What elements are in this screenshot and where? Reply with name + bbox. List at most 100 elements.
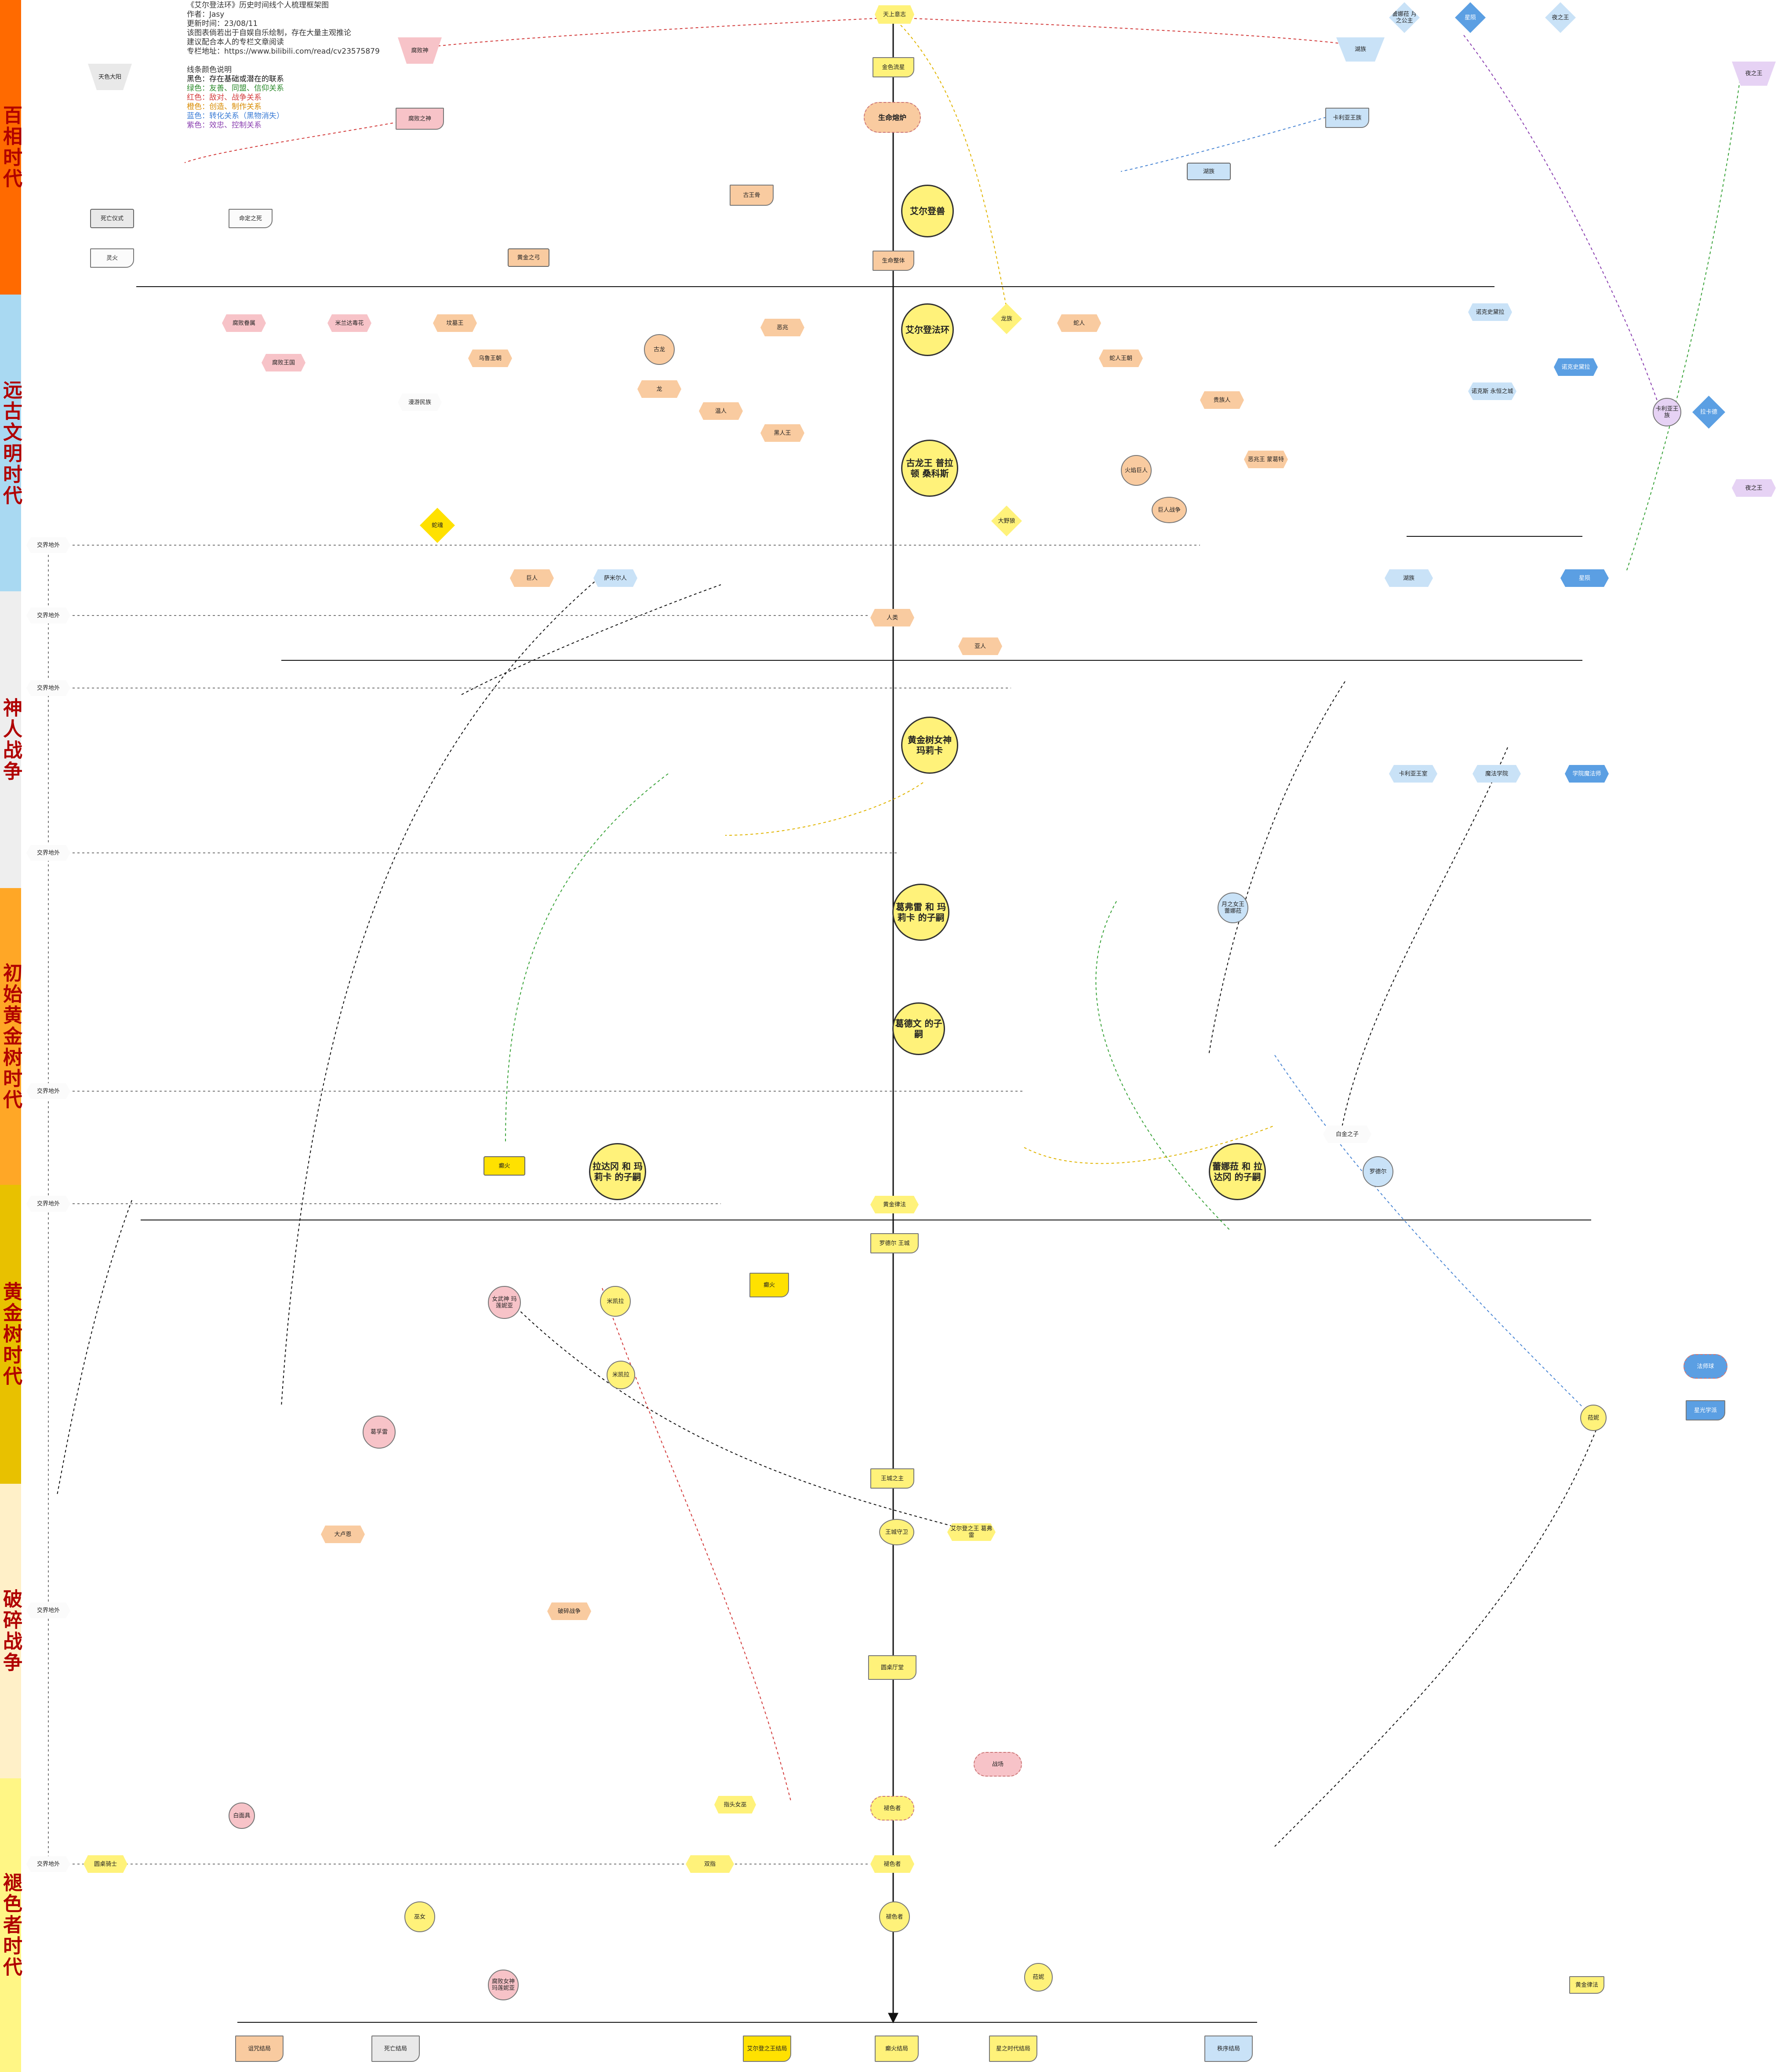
- ending-frenzy: 癫火结局: [875, 2036, 919, 2062]
- node-malenia-era: 女武神 玛莲妮亚: [488, 1286, 521, 1319]
- node-godfrey: 艾尔登之王 葛弗雷: [947, 1523, 996, 1541]
- node-rot-kingdom: 腐败王国: [262, 354, 305, 371]
- node-omen-king: 恶兆王 蒙葛特: [1244, 451, 1288, 468]
- note-line: [187, 56, 380, 66]
- node-tarnished-hold: 褪色者: [870, 1796, 914, 1821]
- node-godfrey-children: 葛弗雷 和 玛莉卡 的子嗣: [892, 884, 949, 941]
- relation-line: [505, 1296, 967, 1530]
- node-rogier: 罗德尔: [1363, 1156, 1393, 1187]
- node-white-mask: 白面具: [229, 1803, 255, 1829]
- node-uru-dynasty: 乌鲁王朝: [468, 350, 512, 367]
- era-band-2: [0, 295, 21, 591]
- node-giants: 巨人: [510, 569, 554, 587]
- note-line: 《艾尔登法环》历史时间线个人梳理框架图: [187, 1, 329, 10]
- relation-line: [1274, 1420, 1600, 1847]
- node-godwyn: 葛孚雷: [363, 1416, 396, 1449]
- node-golden-bow: 黄金之弓: [508, 248, 549, 267]
- relation-line: [184, 114, 440, 163]
- node-sami: 萨米尔人: [593, 569, 637, 587]
- relation-line: [461, 584, 721, 695]
- node-carian-royal: 卡利亚王室: [1389, 765, 1437, 783]
- node-demi-human: 亚人: [958, 637, 1002, 655]
- ending-stars: 星之时代结局: [989, 2036, 1037, 2062]
- node-destined-death: 命定之死: [229, 209, 273, 228]
- node-outer-4: 交界地外: [26, 845, 70, 861]
- node-purple-child: 卡利亚王族: [1653, 398, 1681, 426]
- node-tarnished-circle: 褪色者: [879, 1901, 910, 1932]
- node-leyndell-royal: 王城之主: [870, 1468, 914, 1489]
- node-leyndell-guard: 王城守卫: [879, 1519, 914, 1545]
- note-line: 黑色：存在基础或潜在的联系: [187, 75, 284, 84]
- relation-line: [57, 1200, 132, 1495]
- node-roundtable: 圆桌厅堂: [868, 1655, 916, 1680]
- note-line: 作者：Jasy: [187, 10, 225, 19]
- node-nokstella: 诺克史黛拉: [1468, 303, 1512, 321]
- ending-order: 秩序结局: [1204, 2036, 1253, 2062]
- node-grave-king: 坟墓王: [433, 314, 477, 332]
- node-two-fingers: 双指: [686, 1855, 734, 1873]
- node-order-end: 黄金律法: [1569, 1976, 1604, 1994]
- ending-elden-lord: 艾尔登之王结局: [743, 2036, 791, 2062]
- node-ranni-age: 菈妮: [1024, 1963, 1053, 1992]
- node-outer-2: 交界地外: [26, 608, 70, 623]
- node-eternal-city: 诺克斯 永恒之城: [1468, 382, 1516, 400]
- node-miranda: 米兰达毒花: [327, 314, 371, 332]
- relation-line: [893, 17, 1345, 44]
- node-elden-ring: 艾尔登法环: [901, 303, 954, 356]
- node-crucible: 生命熔炉: [864, 102, 921, 133]
- node-ancient-dragon: 古龙: [644, 334, 675, 365]
- node-outer-6: 交界地外: [26, 1196, 70, 1212]
- node-wen: 温人: [699, 402, 743, 420]
- relation-line: [725, 782, 924, 836]
- node-rot-goddess: 腐败女神 玛莲妮亚: [488, 1970, 519, 2000]
- era-band-6: [0, 1484, 21, 1778]
- node-academy: 魔法学院: [1473, 765, 1521, 783]
- node-fire-maiden: 巫女: [404, 1901, 435, 1932]
- node-roundtable-knights: 圆桌骑士: [84, 1855, 127, 1873]
- node-leyndell-era: 罗德尔 王城: [870, 1233, 919, 1253]
- node-ghostflame: 灵火: [90, 248, 134, 268]
- node-lake-folk: 湖族: [1385, 569, 1433, 587]
- relation-line: [1208, 681, 1345, 1056]
- note-line: 建议配合本人的专栏文章阅读: [187, 38, 284, 47]
- node-starfall: 星陨: [1560, 569, 1609, 587]
- era-label-1: 百相时代: [0, 105, 22, 189]
- node-blue-origin: 卡利亚王族: [1325, 108, 1369, 128]
- era-label-4: 初始黄金树时代: [0, 962, 22, 1111]
- note-line: 专栏地址：https://www.bilibili.com/read/cv235…: [187, 47, 380, 56]
- node-elden-beast: 艾尔登兽: [901, 185, 954, 237]
- relation-line: [505, 773, 669, 1143]
- node-fire-giant: 火焰巨人: [1121, 455, 1152, 486]
- node-ranni: 菈妮: [1580, 1405, 1607, 1431]
- ending-death: 死亡结局: [371, 2036, 420, 2062]
- node-omen: 恶兆: [760, 319, 804, 336]
- node-miquella-tree: 米凯拉: [607, 1361, 635, 1389]
- era-band-1: [0, 0, 21, 295]
- node-ancient-king-bone: 古王骨: [730, 185, 774, 206]
- era-band-3: [0, 591, 21, 888]
- node-academy-mages: 学院魔法师: [1565, 765, 1609, 783]
- node-serpent-people: 蛇人: [1057, 314, 1101, 332]
- node-outer-7: 交界地外: [26, 1602, 70, 1618]
- node-giant-war: 巨人战争: [1152, 497, 1187, 523]
- node-outer-god: 夜之王: [1732, 62, 1776, 86]
- note-line: 更新时间：23/08/11: [187, 19, 258, 28]
- node-golden-meteor: 金色流星: [873, 57, 914, 77]
- era-label-2: 远古文明时代: [0, 379, 22, 506]
- node-black-sun: 天色大阳: [88, 64, 132, 90]
- node-night-king: 夜之王: [1732, 479, 1776, 497]
- node-madness: 癫火: [484, 1156, 525, 1176]
- note-line: 该图表倘若出于自娱自乐绘制，存在大量主观推论: [187, 29, 351, 37]
- node-sacred-war: 战场: [974, 1752, 1022, 1777]
- node-blue-men: 诺克史黛拉: [1554, 358, 1598, 376]
- node-placidusax: 古龙王 普拉顿 桑科斯: [901, 440, 958, 497]
- node-wanderers: 漫游民族: [398, 393, 442, 411]
- node-dragon: 龙: [637, 380, 681, 398]
- relation-line: [417, 17, 894, 49]
- node-humans: 人类: [870, 609, 914, 626]
- relation-line: [1120, 114, 1337, 172]
- node-life-whole: 生命整体: [873, 251, 914, 271]
- note-line: 线条颜色说明: [187, 66, 232, 74]
- relation-line: [281, 571, 607, 1407]
